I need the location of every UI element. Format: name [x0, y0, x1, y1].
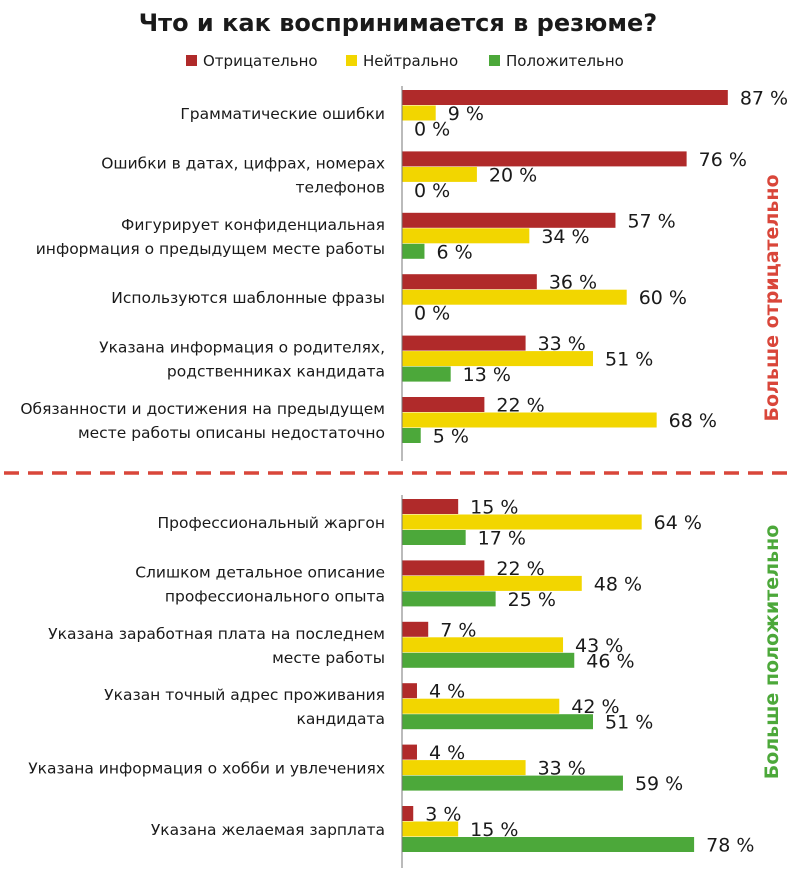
bar-Отрицательно [402, 683, 417, 699]
category-label: Грамматические ошибки [180, 105, 385, 123]
bar-Положительно [402, 530, 466, 545]
bar-Нейтрально [402, 575, 582, 591]
bar-Положительно [402, 366, 451, 382]
bar-Нейтрально [402, 698, 560, 714]
bar-Отрицательно [402, 151, 687, 167]
bar-Нейтрально [402, 228, 530, 244]
value-label: 34 % [541, 226, 589, 248]
value-label: 57 % [627, 210, 675, 232]
category-label: Обязанности и достижения на предыдущем ме… [20, 400, 385, 442]
bar-Нейтрально [402, 412, 657, 428]
value-label: 3 % [425, 804, 461, 826]
value-label: 36 % [549, 272, 597, 294]
legend-label-0: Отрицательно [203, 52, 318, 70]
bar-Положительно [402, 837, 695, 852]
group-label-negative: Больше отрицательно [761, 174, 783, 421]
bar-Нейтрально [402, 760, 526, 776]
bar-Отрицательно [402, 274, 537, 290]
value-label: 15 % [470, 497, 518, 519]
value-label: 76 % [699, 149, 747, 171]
value-label: 78 % [706, 835, 754, 857]
bar-Положительно [402, 714, 593, 730]
category-label: Используются шаблонные фразы [111, 289, 385, 307]
bar-Нейтрально [402, 637, 564, 653]
value-label: 33 % [538, 333, 586, 355]
value-label: 48 % [594, 573, 642, 595]
value-label: 42 % [571, 696, 619, 718]
bar-Отрицательно [402, 90, 728, 105]
value-label: 64 % [654, 512, 702, 534]
value-label: 68 % [669, 410, 717, 432]
chart-title: Что и как воспринимается в резюме? [139, 9, 657, 37]
value-label: 33 % [538, 758, 586, 780]
value-label: 7 % [440, 619, 476, 641]
category-label: Указана информация о родителях, родственн… [99, 339, 385, 381]
value-label: 51 % [605, 712, 653, 734]
legend-label-1: Нейтрально [363, 52, 458, 70]
bar-Отрицательно [402, 499, 459, 514]
bar-Положительно [402, 652, 575, 668]
legend-swatch-0 [186, 55, 197, 66]
value-label: 20 % [489, 164, 537, 186]
value-label: 22 % [496, 558, 544, 580]
legend-label-2: Положительно [506, 52, 624, 70]
legend-swatch-2 [489, 55, 500, 66]
category-label: Указан точный адрес проживания кандидата [104, 686, 385, 728]
bar-Отрицательно [402, 335, 526, 351]
category-label: Указана желаемая зарплата [151, 821, 385, 839]
bar-Положительно [402, 243, 425, 259]
category-label: Фигурирует конфиденциальная информация о … [36, 216, 385, 258]
value-label: 51 % [605, 349, 653, 371]
bar-Положительно [402, 591, 496, 607]
category-label: Ошибки в датах, цифрах, номерах телефонов [101, 154, 385, 196]
legend-swatch-1 [346, 55, 357, 66]
category-label: Указана информация о хобби и увлечениях [28, 760, 385, 778]
value-label: 4 % [429, 681, 465, 703]
value-label: 25 % [508, 589, 556, 611]
value-label: 46 % [586, 650, 634, 672]
bar-Положительно [402, 775, 623, 791]
value-label: 15 % [470, 819, 518, 841]
value-label: 5 % [433, 426, 469, 448]
value-label: 59 % [635, 773, 683, 795]
value-label: 4 % [429, 742, 465, 764]
bar-Нейтрально [402, 351, 593, 367]
category-label: Профессиональный жаргон [158, 514, 385, 532]
value-label: 0 % [414, 180, 450, 202]
bar-Нейтрально [402, 821, 459, 837]
bar-Нейтрально [402, 166, 477, 182]
value-label: 9 % [448, 103, 484, 125]
bar-Нейтрально [402, 289, 627, 305]
category-label: Слишком детальное описание профессиональн… [135, 563, 385, 605]
bar-Положительно [402, 428, 421, 443]
value-label: 22 % [496, 395, 544, 417]
bar-Отрицательно [402, 744, 417, 760]
value-label: 13 % [463, 364, 511, 386]
value-label: 0 % [414, 119, 450, 141]
bar-Нейтрально [402, 105, 436, 121]
value-label: 43 % [575, 635, 623, 657]
bar-Отрицательно [402, 560, 485, 576]
bar-Отрицательно [402, 397, 485, 412]
value-label: 6 % [436, 241, 472, 263]
bar-Нейтрально [402, 514, 642, 530]
bar-Отрицательно [402, 212, 616, 228]
category-label: Указана заработная плата на последнем мес… [48, 625, 385, 667]
bar-Отрицательно [402, 621, 429, 637]
value-label: 0 % [414, 303, 450, 325]
value-label: 60 % [639, 287, 687, 309]
value-label: 17 % [478, 528, 526, 550]
value-label: 87 % [740, 88, 788, 110]
group-label-positive: Больше положительно [761, 525, 783, 780]
bar-Отрицательно [402, 806, 414, 821]
legend: Отрицательно Нейтрально Положительно [186, 52, 624, 70]
